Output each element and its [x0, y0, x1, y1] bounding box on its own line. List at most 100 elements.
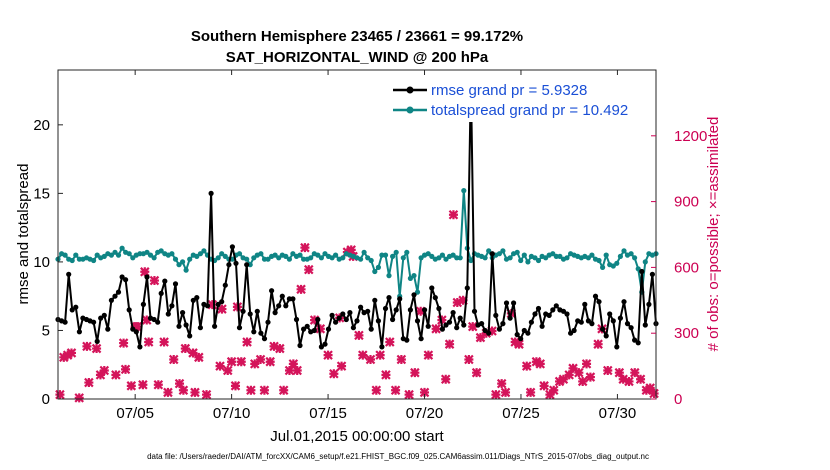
- obs-assimilated-marker-19: [143, 337, 154, 347]
- obs-assimilated-marker-92: [496, 378, 507, 389]
- obs-assimilated-marker-13: [126, 381, 137, 391]
- rmse-point-35: [180, 310, 186, 316]
- totalspread-point-13: [101, 253, 107, 259]
- rmse-point-44: [212, 323, 218, 329]
- rmse-point-58: [261, 336, 268, 342]
- obs-assimilated-marker-39: [236, 356, 247, 367]
- obs-assimilated-marker-30: [194, 352, 204, 363]
- obs-assimilated-marker-68: [375, 350, 385, 360]
- totalspread-point-161: [628, 251, 634, 257]
- totalspread-point-74: [318, 255, 324, 261]
- rmse-point-3: [66, 271, 72, 277]
- totalspread-point-17: [115, 252, 122, 258]
- totalspread-point-41: [201, 248, 207, 254]
- totalspread-point-37: [187, 256, 193, 262]
- rmse-point-34: [176, 323, 182, 329]
- rmse-point-104: [425, 323, 431, 329]
- totalspread-point-65: [286, 256, 292, 262]
- obs-assimilated-marker-48: [278, 385, 289, 396]
- rmse-point-53: [244, 262, 250, 268]
- obs-assimilated-marker-85: [464, 354, 474, 365]
- rmse-point-165: [642, 322, 648, 328]
- obs-assimilated-marker-86: [467, 321, 478, 332]
- totalspread-point-107: [436, 255, 442, 261]
- obs-assimilated-marker-10: [111, 370, 121, 380]
- obs-assimilated-marker-2: [62, 350, 73, 360]
- rmse-point-82: [347, 310, 353, 316]
- totalspread-point-157: [614, 260, 620, 266]
- obs-assimilated-marker-55: [309, 315, 320, 325]
- right-tick-label-2: 600: [674, 259, 699, 276]
- obs-assimilated-marker-90: [487, 326, 497, 336]
- totalspread-point-102: [418, 255, 424, 261]
- x-axis-ticks: 07/05 07/10 07/15 07/20 07/25 07/30: [116, 70, 636, 422]
- obs-assimilated-marker-1: [59, 352, 69, 363]
- rmse-point-95: [393, 307, 399, 313]
- totalspread-point-10: [91, 257, 97, 264]
- obs-assimilated-marker-26: [178, 385, 189, 396]
- totalspread-point-32: [169, 251, 175, 257]
- legend-box: [390, 78, 648, 122]
- obs-assimilated-marker-83: [452, 297, 463, 308]
- totalspread-point-158: [617, 253, 624, 259]
- totalspread-point-18: [119, 245, 125, 251]
- totalspread-point-154: [603, 252, 609, 258]
- totalspread-point-159: [621, 248, 627, 254]
- rmse-point-24: [140, 301, 146, 307]
- rmse-point-130: [518, 336, 524, 342]
- obs-assimilated-marker-110: [581, 359, 592, 369]
- rmse-point-38: [190, 297, 196, 303]
- obs-assimilated-marker-20: [149, 275, 160, 286]
- left-axis-ticks: 0 5 10 15 20: [33, 117, 63, 408]
- rmse-point-167: [649, 271, 656, 277]
- rmse-point-134: [532, 311, 538, 317]
- rmse-point-42: [204, 303, 211, 309]
- obs-assimilated-marker-106: [564, 370, 574, 380]
- totalspread-point-143: [564, 255, 570, 261]
- rmse-point-33: [172, 281, 179, 287]
- totalspread-point-127: [507, 255, 513, 261]
- rmse-point-76: [325, 326, 332, 332]
- totalspread-point-21: [130, 255, 136, 261]
- totalspread-point-77: [329, 255, 335, 261]
- legend-marker-rmse: [406, 86, 414, 94]
- rmse-point-6: [76, 329, 82, 335]
- rmse-point-39: [194, 295, 200, 301]
- totalspread-point-97: [400, 255, 406, 261]
- obs-assimilated-marker-24: [168, 354, 179, 365]
- obs-assimilated-marker-119: [635, 374, 646, 385]
- rmse-point-81: [343, 316, 349, 323]
- totalspread-point-33: [172, 256, 179, 262]
- totalspread-point-69: [301, 256, 307, 262]
- rmse-point-151: [592, 293, 599, 299]
- rmse-point-117: [471, 308, 478, 314]
- rmse-point-133: [528, 319, 535, 325]
- rmse-point-87: [365, 308, 371, 314]
- rmse-point-113: [457, 315, 463, 321]
- obs-assimilated-marker-95: [510, 337, 520, 347]
- obs-assimilated-marker-50: [288, 359, 299, 369]
- rmse-point-129: [514, 332, 520, 338]
- totalspread-point-5: [73, 252, 79, 258]
- left-tick-label-0: 0: [42, 391, 50, 408]
- rmse-point-5: [73, 304, 79, 310]
- rmse-point-115: [464, 285, 470, 291]
- obs-assimilated-marker-79: [437, 315, 447, 325]
- obs-assimilated-marker-115: [614, 367, 625, 378]
- totalspread-point-66: [290, 251, 296, 257]
- totalspread-point-120: [482, 255, 488, 261]
- rmse-point-48: [226, 262, 232, 268]
- totalspread-point-99: [407, 275, 413, 281]
- totalspread-point-153: [600, 264, 606, 270]
- obs-assimilated-marker-15: [132, 321, 142, 332]
- rmse-point-67: [293, 316, 300, 323]
- obs-assimilated-marker-100: [535, 359, 546, 369]
- x-tick-label-0: 07/05: [116, 405, 154, 422]
- totalspread-point-104: [425, 251, 431, 257]
- totalspread-point-105: [429, 253, 435, 259]
- obs-assimilated-marker-84: [458, 295, 468, 306]
- totalspread-point-51: [236, 251, 243, 257]
- rmse-point-83: [350, 325, 356, 331]
- obs-assimilated-marker-81: [444, 339, 455, 349]
- obs-assimilated-marker-8: [95, 370, 106, 380]
